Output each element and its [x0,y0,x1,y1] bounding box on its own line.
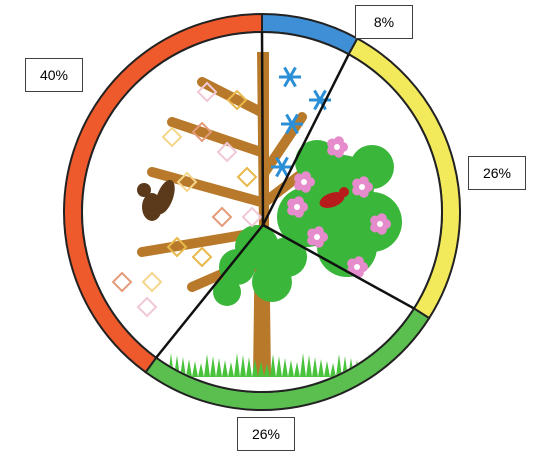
grass-blade [204,354,210,377]
grass-blade [330,363,336,377]
blossom-icon [307,226,328,248]
slice-label-summer: 26% [237,417,295,451]
autumn-leaf-icon [161,126,183,148]
divider-line [260,31,265,226]
grass-blade [336,354,342,377]
grass-blade [216,358,222,377]
grass-blade [246,357,252,377]
blossom-icon [327,136,348,158]
autumn-leaf-icon [241,206,263,228]
branch [147,167,266,207]
divider-line [155,224,264,359]
grass-blade [312,357,318,377]
blossom-icon [294,171,315,193]
grass-blade [198,363,204,377]
grass-blade [240,355,246,377]
grass-blade [228,362,234,377]
grass-blade [264,363,270,377]
autumn-leaf-icon [211,206,233,228]
summer-foliage [252,262,292,302]
divider-line [261,53,350,226]
grass-blade [276,356,282,377]
autumn-leaf-icon [236,166,258,188]
grass-blade [210,356,216,377]
grass-blade [192,361,198,377]
blossom-icon [287,196,308,218]
summer-foliage [213,278,241,306]
snowflake-icon [271,156,293,178]
snowflake-icon [281,113,303,135]
blossom-icon [370,213,391,235]
grass-blade [294,362,300,377]
grass-blade [258,361,264,377]
autumn-leaf-icon [111,271,133,293]
snowflake-icon [279,66,301,88]
grass-blade [252,359,258,377]
autumn-leaf-icon [191,121,213,143]
bird-icon [319,187,349,208]
spring-foliage [317,217,377,277]
scene-group [111,52,402,377]
autumn-leaf-icon [196,81,218,103]
grass-blade [306,355,312,377]
blossom-icon [352,176,373,198]
blossom-icon [347,256,368,278]
squirrel-icon [137,179,175,221]
summer-foliage [219,249,255,285]
grass-blade [282,358,288,377]
grass-blade [222,360,228,377]
autumn-leaf-icon [141,271,163,293]
autumn-leaf-icon [216,141,238,163]
branch [167,117,266,157]
slice-dividers [155,31,415,359]
slice-label-winter: 8% [355,5,413,39]
grass-blade [186,359,192,377]
branch [260,112,307,177]
autumn-leaf-icon [176,171,198,193]
autumn-leaf-icon [191,246,213,268]
grass-blade [288,360,294,377]
slice-label-autumn: 40% [25,58,83,92]
grass-blade [300,353,306,377]
slice-label-spring: 26% [468,156,526,190]
autumn-leaf-icon [166,236,188,258]
grass-blade [270,354,276,377]
autumn-leaf-icon [226,89,248,111]
autumn-leaf-icon [136,296,158,318]
grass-blade [318,359,324,377]
grass-blade [234,353,240,377]
grass-blade [324,361,330,377]
divider-line [262,223,415,310]
